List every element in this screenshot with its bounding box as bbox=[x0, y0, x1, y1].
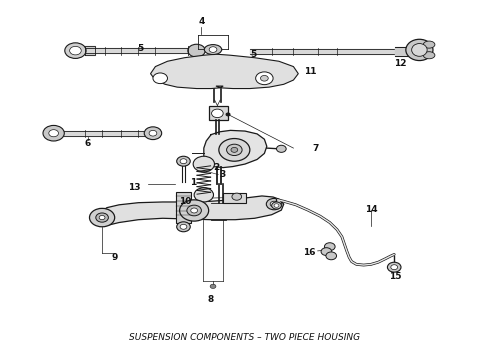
Text: 15: 15 bbox=[389, 272, 401, 281]
Circle shape bbox=[177, 222, 190, 232]
Text: 10: 10 bbox=[179, 197, 192, 206]
Circle shape bbox=[180, 224, 187, 229]
Text: 5: 5 bbox=[250, 50, 256, 59]
Circle shape bbox=[180, 200, 209, 221]
Ellipse shape bbox=[423, 41, 435, 48]
Text: 9: 9 bbox=[111, 253, 118, 262]
Circle shape bbox=[149, 130, 157, 136]
Circle shape bbox=[276, 145, 286, 152]
Polygon shape bbox=[98, 196, 284, 226]
Circle shape bbox=[194, 188, 214, 202]
Text: 8: 8 bbox=[208, 295, 214, 304]
Polygon shape bbox=[150, 54, 298, 89]
Circle shape bbox=[210, 284, 216, 288]
Circle shape bbox=[99, 215, 105, 220]
Circle shape bbox=[177, 156, 190, 166]
Ellipse shape bbox=[65, 43, 86, 58]
Text: 13: 13 bbox=[128, 183, 141, 192]
Ellipse shape bbox=[144, 127, 162, 140]
Circle shape bbox=[270, 201, 278, 207]
Circle shape bbox=[324, 243, 335, 251]
Ellipse shape bbox=[412, 44, 427, 56]
Bar bbox=[223, 193, 246, 203]
Bar bbox=[176, 192, 191, 222]
Circle shape bbox=[388, 262, 401, 272]
Text: 7: 7 bbox=[313, 144, 319, 153]
Circle shape bbox=[90, 208, 115, 227]
Circle shape bbox=[391, 265, 397, 270]
Circle shape bbox=[271, 202, 281, 209]
Circle shape bbox=[226, 113, 230, 116]
Circle shape bbox=[180, 159, 187, 164]
Text: 4: 4 bbox=[198, 17, 205, 26]
Circle shape bbox=[212, 109, 223, 118]
Text: 6: 6 bbox=[84, 139, 91, 148]
Ellipse shape bbox=[423, 52, 435, 59]
Circle shape bbox=[209, 47, 217, 53]
Text: 16: 16 bbox=[303, 248, 315, 257]
Text: 2: 2 bbox=[214, 163, 220, 172]
Circle shape bbox=[321, 248, 332, 256]
Circle shape bbox=[267, 198, 282, 210]
Text: 14: 14 bbox=[365, 205, 377, 214]
Text: 11: 11 bbox=[304, 67, 317, 76]
Text: 12: 12 bbox=[394, 59, 406, 68]
Circle shape bbox=[96, 213, 108, 222]
Circle shape bbox=[193, 156, 215, 172]
Circle shape bbox=[187, 205, 201, 216]
Text: SUSPENSION COMPONENTS – TWO PIECE HOUSING: SUSPENSION COMPONENTS – TWO PIECE HOUSIN… bbox=[129, 333, 361, 342]
Circle shape bbox=[231, 147, 238, 152]
Circle shape bbox=[256, 72, 273, 85]
Circle shape bbox=[326, 252, 337, 260]
Ellipse shape bbox=[204, 45, 222, 54]
Text: 5: 5 bbox=[138, 44, 144, 53]
Circle shape bbox=[153, 73, 168, 84]
Ellipse shape bbox=[43, 125, 64, 141]
Circle shape bbox=[274, 204, 279, 207]
Circle shape bbox=[70, 46, 81, 55]
Text: 1: 1 bbox=[190, 178, 196, 187]
Polygon shape bbox=[204, 130, 267, 168]
Circle shape bbox=[226, 144, 242, 156]
Ellipse shape bbox=[188, 44, 205, 57]
Circle shape bbox=[191, 208, 197, 213]
Circle shape bbox=[219, 139, 250, 161]
FancyBboxPatch shape bbox=[209, 106, 228, 121]
Text: 3: 3 bbox=[220, 170, 226, 179]
Circle shape bbox=[232, 193, 242, 200]
Ellipse shape bbox=[406, 39, 433, 60]
Circle shape bbox=[49, 130, 58, 137]
Circle shape bbox=[261, 76, 268, 81]
